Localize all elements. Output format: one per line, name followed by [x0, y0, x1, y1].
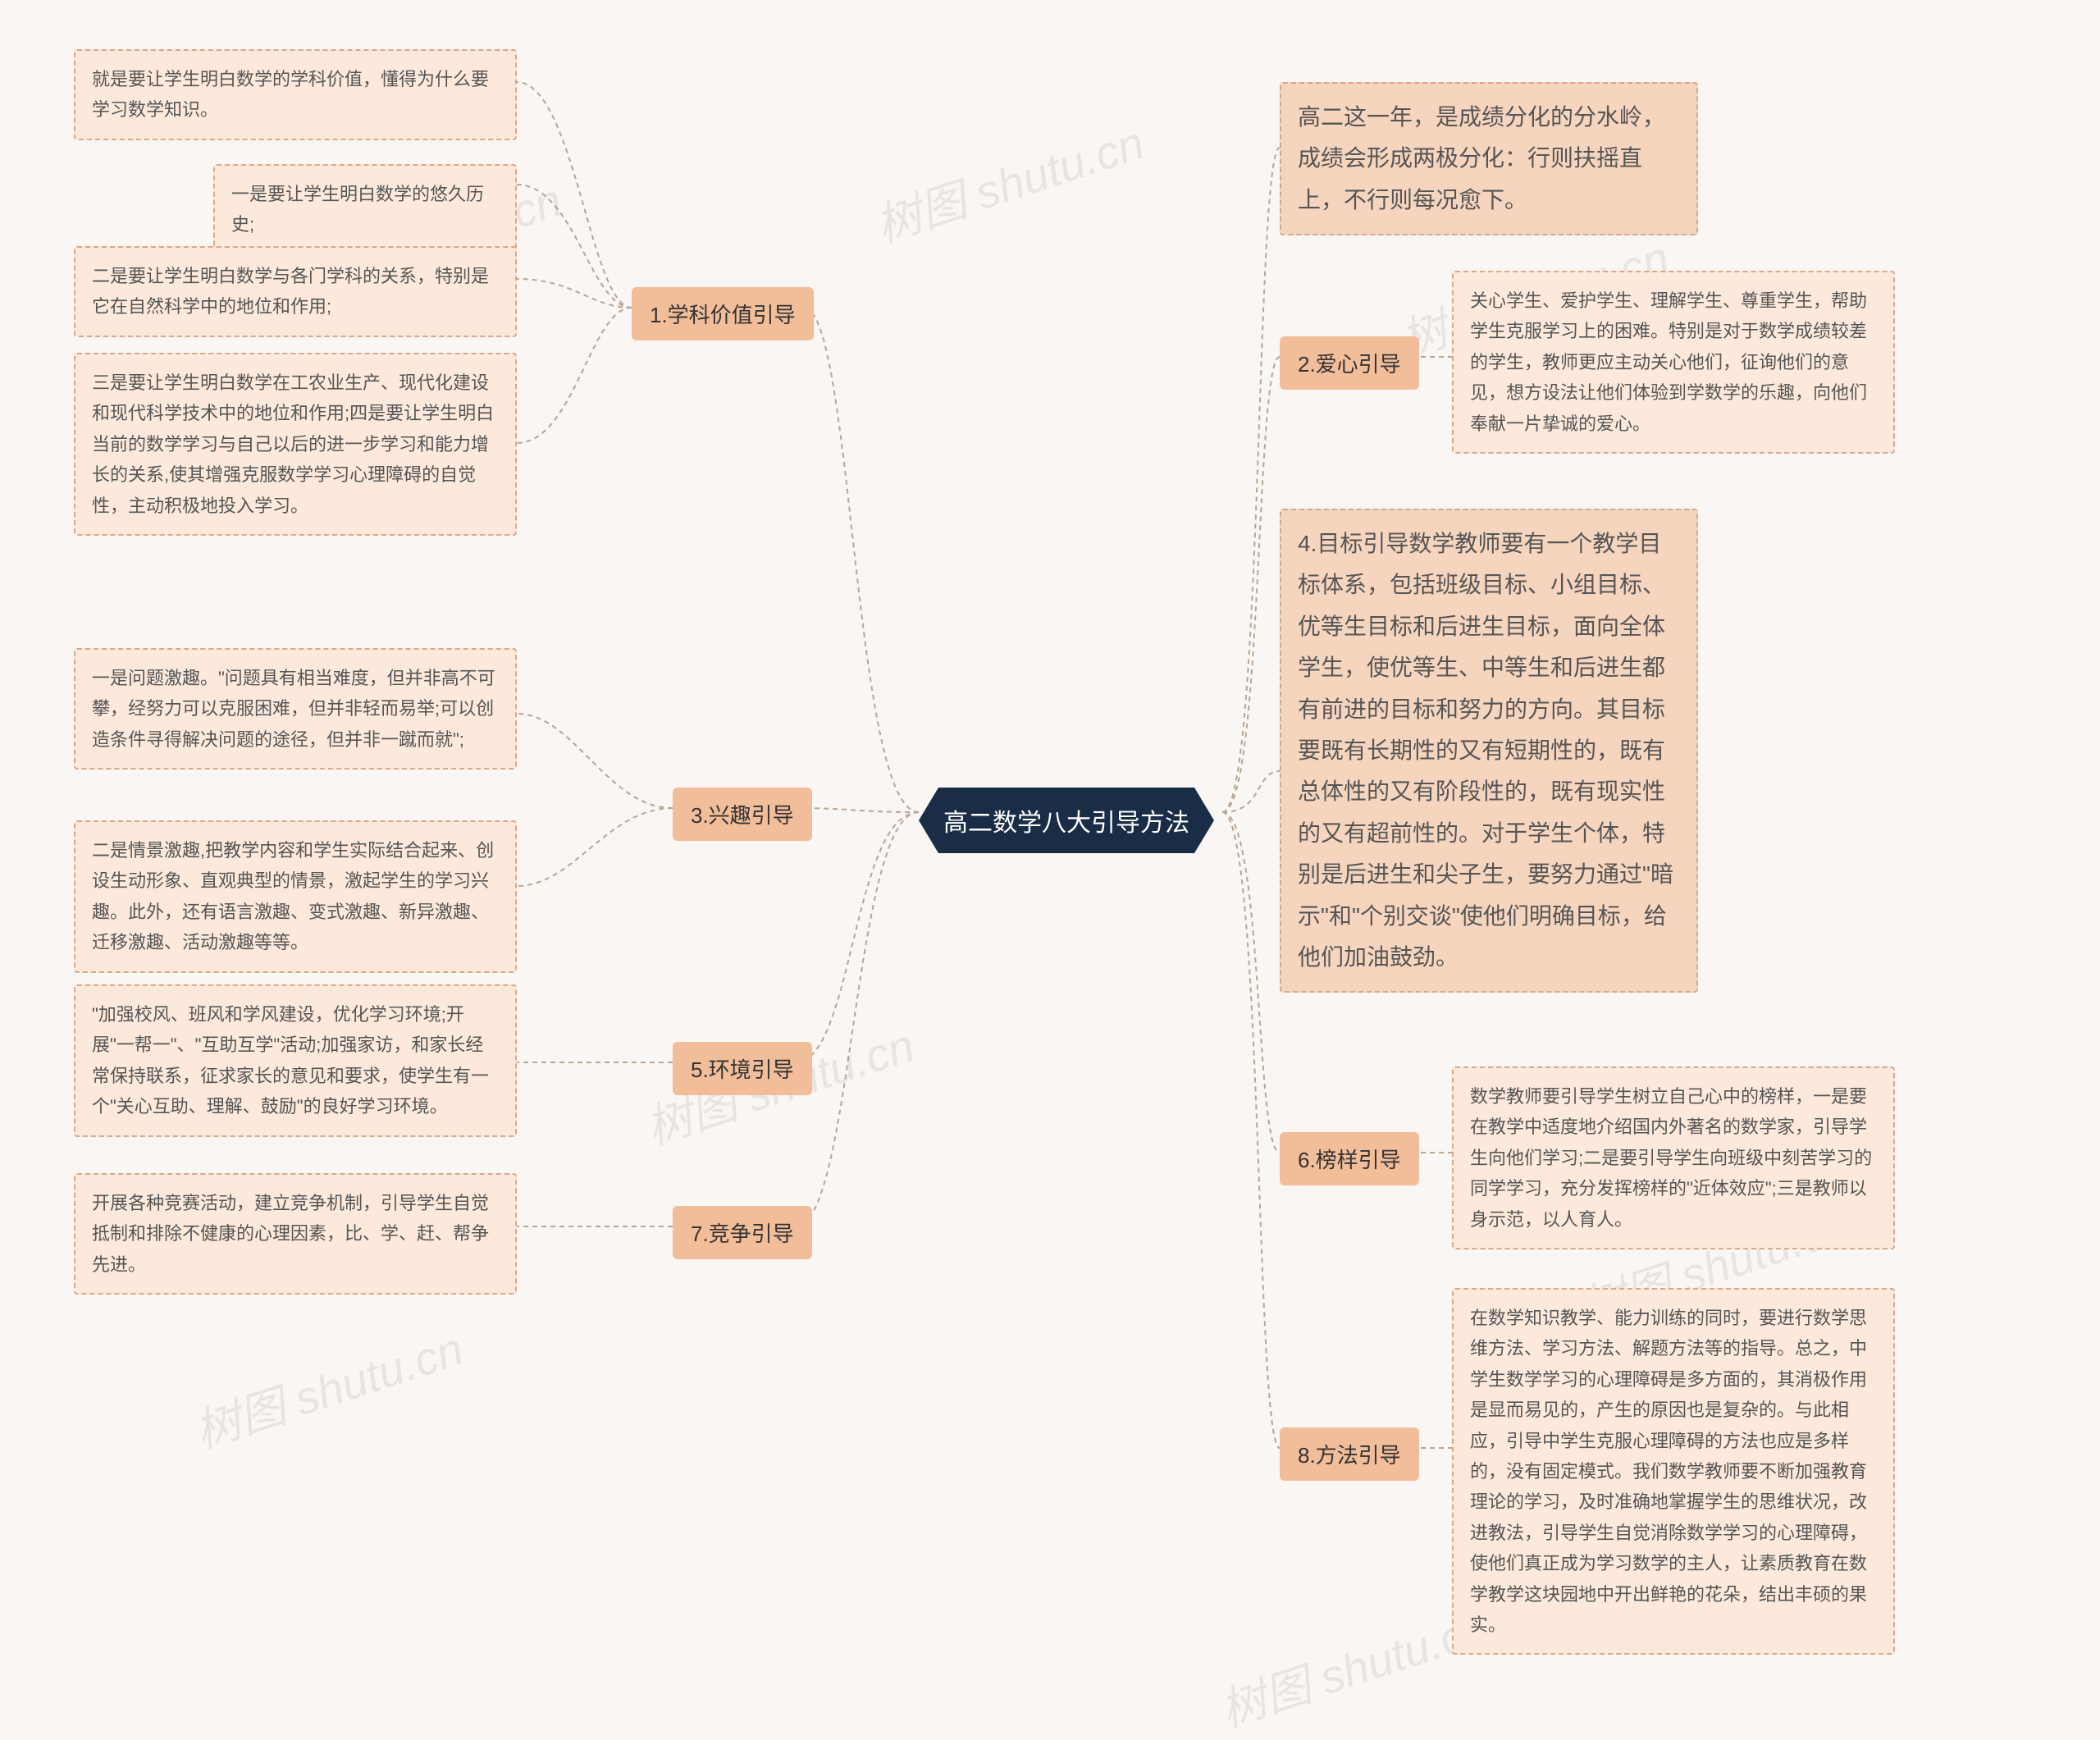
leaf-3a: 一是问题激趣。"问题具有相当难度，但并非高不可攀，经努力可以克服困难，但并非轻而…	[74, 648, 517, 770]
leaf-7a: 开展各种竞赛活动，建立竞争机制，引导学生自觉抵制和排除不健康的心理因素，比、学、…	[74, 1173, 517, 1295]
leaf-2: 关心学生、爱护学生、理解学生、尊重学生，帮助学生克服学习上的困难。特别是对于数学…	[1452, 271, 1895, 454]
branch-8: 8.方法引导	[1280, 1427, 1419, 1481]
branch-7: 7.竞争引导	[673, 1206, 812, 1259]
watermark: 树图 shutu.cn	[185, 1313, 471, 1462]
leaf-5a: "加强校风、班风和学风建设，优化学习环境;开展"一帮一"、"互助互学"活动;加强…	[74, 984, 517, 1137]
branch-1: 1.学科价值引导	[632, 287, 814, 340]
leaf-top-right: 高二这一年，是成绩分化的分水岭，成绩会形成两极分化：行则扶摇直上，不行则每况愈下…	[1280, 82, 1698, 235]
leaf-8: 在数学知识教学、能力训练的同时，要进行数学思维方法、学习方法、解题方法等的指导。…	[1452, 1288, 1895, 1655]
leaf-4: 4.目标引导数学教师要有一个教学目标体系，包括班级目标、小组目标、优等生目标和后…	[1280, 509, 1698, 993]
leaf-1d: 三是要让学生明白数学在工农业生产、现代化建设和现代科学技术中的地位和作用;四是要…	[74, 353, 517, 536]
branch-5: 5.环境引导	[673, 1042, 812, 1095]
leaf-3b: 二是情景激趣,把教学内容和学生实际结合起来、创设生动形象、直观典型的情景，激起学…	[74, 820, 517, 973]
leaf-1a: 就是要让学生明白数学的学科价值，懂得为什么要学习数学知识。	[74, 49, 517, 140]
leaf-1c: 二是要让学生明白数学与各门学科的关系，特别是它在自然科学中的地位和作用;	[74, 246, 517, 337]
branch-3: 3.兴趣引导	[673, 788, 812, 841]
watermark: 树图 shutu.cn	[866, 107, 1152, 256]
leaf-1b: 一是要让学生明白数学的悠久历史;	[213, 164, 517, 255]
leaf-6: 数学教师要引导学生树立自己心中的榜样，一是要在教学中适度地介绍国内外著名的数学家…	[1452, 1066, 1895, 1249]
branch-6: 6.榜样引导	[1280, 1132, 1419, 1185]
branch-2: 2.爱心引导	[1280, 336, 1419, 390]
center-node: 高二数学八大引导方法	[919, 788, 1214, 853]
